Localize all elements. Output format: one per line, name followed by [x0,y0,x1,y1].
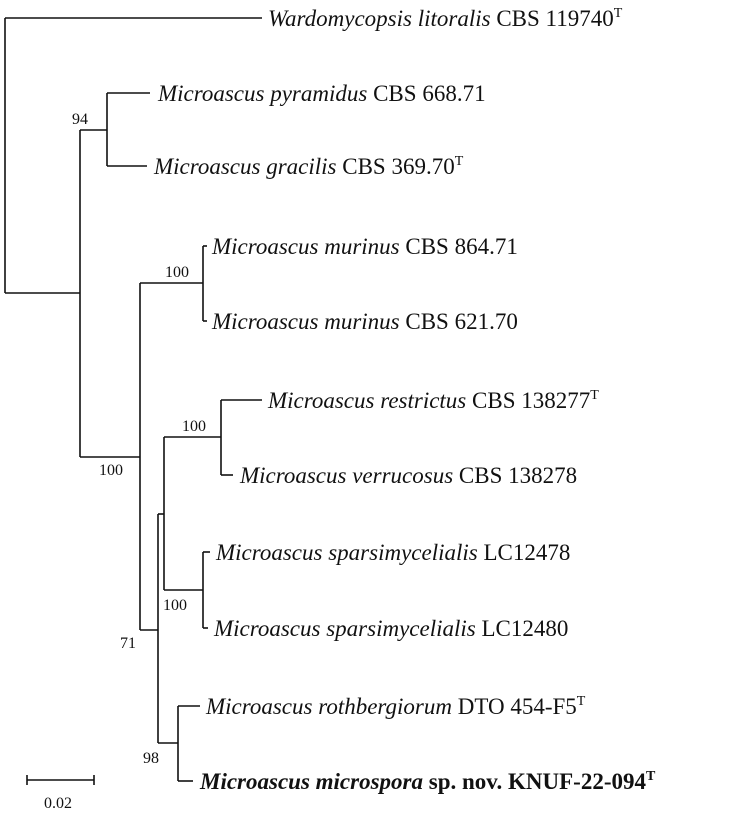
bootstrap-values: 94 100 100 100 100 71 98 [72,111,206,767]
bootstrap-value: 100 [163,597,187,614]
bootstrap-value: 71 [120,635,136,652]
tree-branches [4,17,262,782]
bootstrap-value: 98 [143,750,159,767]
taxon-labels: Wardomycopsis litoralis CBS 119740T Micr… [153,6,656,794]
taxon-label: Microascus murinus CBS 864.71 [211,234,518,259]
taxon-label: Microascus rothbergiorum DTO 454-F5T [205,694,586,719]
bootstrap-value: 100 [99,462,123,479]
taxon-label: Microascus verrucosus CBS 138278 [239,463,577,488]
taxon-label: Microascus sparsimycelialis LC12478 [215,540,570,565]
taxon-label: Wardomycopsis litoralis CBS 119740T [268,6,623,31]
taxon-label: Microascus pyramidus CBS 668.71 [157,81,486,106]
taxon-label: Microascus restrictus CBS 138277T [267,388,599,413]
taxon-label: Microascus sparsimycelialis LC12480 [213,616,568,641]
taxon-label-new-species: Microascus microspora sp. nov. KNUF-22-0… [199,769,656,794]
bootstrap-value: 100 [182,418,206,435]
scale-bar: 0.02 [26,775,95,812]
bootstrap-value: 100 [165,264,189,281]
scale-bar-label: 0.02 [44,795,72,812]
taxon-label: Microascus murinus CBS 621.70 [211,309,518,334]
bootstrap-value: 94 [72,111,88,128]
taxon-label: Microascus gracilis CBS 369.70T [153,154,464,179]
